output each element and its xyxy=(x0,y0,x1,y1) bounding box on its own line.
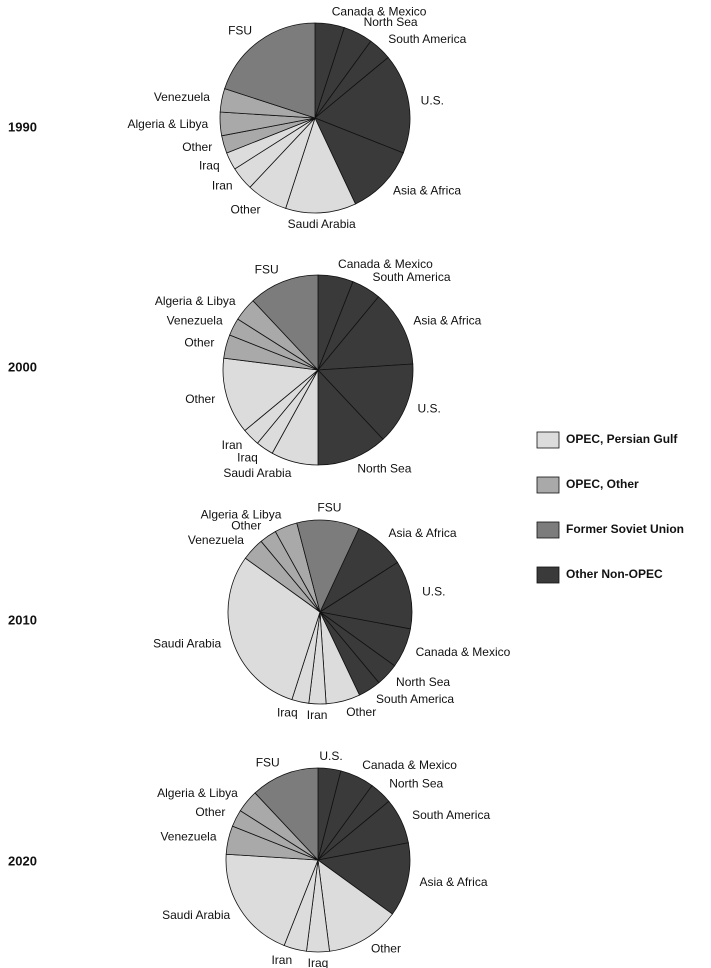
pie-slice xyxy=(225,853,319,947)
legend-label: Other Non-OPEC xyxy=(566,567,663,581)
slice-label: Venezuela xyxy=(167,314,223,328)
slice-label: FSU xyxy=(256,755,280,769)
slice-label: North Sea xyxy=(364,15,418,29)
pie-slice xyxy=(317,859,393,952)
slice-label: Other xyxy=(182,140,212,154)
pie-slice xyxy=(254,767,319,862)
slice-label: FSU xyxy=(317,501,341,515)
slice-label: Asia & Africa xyxy=(419,875,487,889)
slice-label: Algeria & Libya xyxy=(155,294,236,308)
slice-label: Canada & Mexico xyxy=(362,758,457,772)
pie-title: 2010 xyxy=(8,612,37,627)
slice-label: Saudi Arabia xyxy=(288,217,356,231)
slice-label: U.S. xyxy=(421,93,444,107)
slice-label: Venezuela xyxy=(154,90,210,104)
slice-label: Iran xyxy=(307,708,328,722)
slice-label: Iran xyxy=(271,953,292,967)
pie-slice xyxy=(317,296,414,371)
pie-slice xyxy=(314,117,404,205)
slice-label: Saudi Arabia xyxy=(153,637,221,651)
slice-label: FSU xyxy=(255,263,279,277)
pie-slice xyxy=(317,368,384,466)
pie-slice xyxy=(224,22,316,119)
legend-label: Former Soviet Union xyxy=(566,522,684,536)
slice-label: Canada & Mexico xyxy=(416,645,511,659)
slice-label: South America xyxy=(372,270,450,284)
slice-label: Other xyxy=(371,942,401,956)
slice-label: Other xyxy=(195,805,225,819)
pie-slice xyxy=(317,363,414,440)
slice-label: Iraq xyxy=(237,451,258,465)
slice-label: Venezuela xyxy=(160,829,216,843)
pie-title: 1990 xyxy=(8,119,37,134)
slice-label: Other xyxy=(231,202,261,216)
pie-slice xyxy=(296,519,360,614)
slice-label: Canada & Mexico xyxy=(332,4,427,18)
legend-swatch xyxy=(536,476,560,494)
slice-label: U.S. xyxy=(319,749,342,763)
legend-swatch xyxy=(536,521,560,539)
pie-slice xyxy=(314,56,411,154)
slice-label: Canada & Mexico xyxy=(338,257,433,271)
slice-label: Saudi Arabia xyxy=(162,908,230,922)
pie-slice xyxy=(317,842,411,915)
slice-label: Iraq xyxy=(277,706,298,720)
slice-label: Asia & Africa xyxy=(393,183,461,197)
slice-label: South America xyxy=(412,808,490,822)
slice-label: Iraq xyxy=(308,956,329,968)
slice-label: South America xyxy=(376,692,454,706)
slice-label: Iran xyxy=(222,438,243,452)
slice-label: Algeria & Libya xyxy=(127,117,208,131)
slice-label: U.S. xyxy=(422,584,445,598)
legend-label: OPEC, Other xyxy=(566,477,639,491)
slice-label: Other xyxy=(346,705,376,719)
slice-label: South America xyxy=(388,32,466,46)
pie-title: 2000 xyxy=(8,359,37,374)
slice-label: Iran xyxy=(212,178,233,192)
slice-label: Venezuela xyxy=(188,533,244,547)
pie-slice xyxy=(318,561,413,630)
slice-label: Asia & Africa xyxy=(413,314,481,328)
slice-label: North Sea xyxy=(389,776,443,790)
pie-slice xyxy=(252,274,319,372)
legend-swatch xyxy=(536,431,560,449)
slice-label: Saudi Arabia xyxy=(223,466,291,480)
legend-swatch xyxy=(536,566,560,584)
legend-label: OPEC, Persian Gulf xyxy=(566,432,678,446)
slice-label: Algeria & Libya xyxy=(157,786,238,800)
pie-slice xyxy=(222,357,319,432)
slice-label: Iraq xyxy=(199,159,220,173)
slice-label: Asia & Africa xyxy=(389,526,457,540)
slice-label: North Sea xyxy=(357,462,411,476)
slice-label: Algeria & Libya xyxy=(201,508,282,522)
pie-slice xyxy=(285,116,356,214)
pie-title: 2020 xyxy=(8,853,37,868)
slice-label: Other xyxy=(184,336,214,350)
slice-label: Other xyxy=(185,392,215,406)
slice-label: North Sea xyxy=(396,675,450,689)
slice-label: FSU xyxy=(228,24,252,38)
slice-label: U.S. xyxy=(417,402,440,416)
slice-label: Other xyxy=(231,518,261,532)
pie-slice xyxy=(227,557,321,701)
